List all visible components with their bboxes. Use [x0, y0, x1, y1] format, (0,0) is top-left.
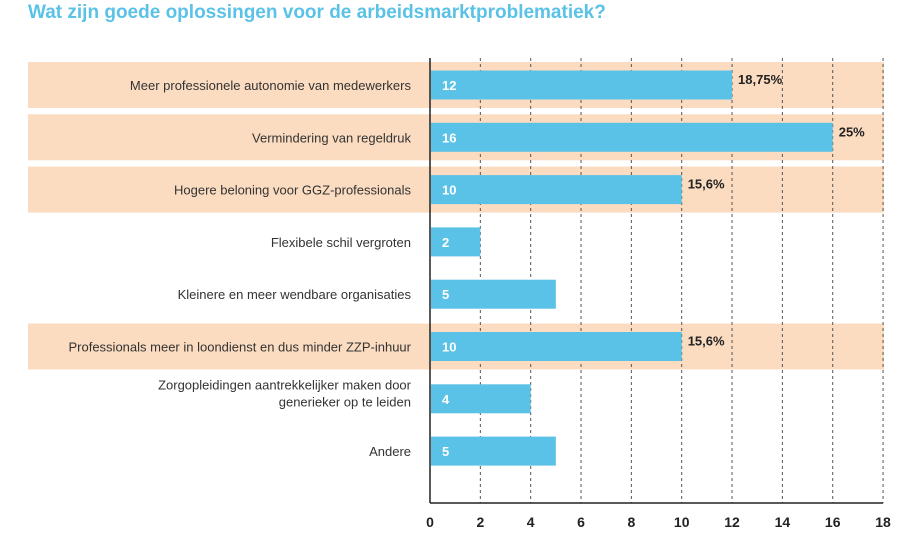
bar-value-label: 5	[442, 287, 449, 302]
bar	[431, 227, 481, 257]
bar-value-label: 2	[442, 235, 449, 250]
bar-value-label: 12	[442, 78, 456, 93]
bar-value-label: 16	[442, 130, 456, 145]
category-label: Andere	[369, 444, 411, 459]
category-label: Hogere beloning voor GGZ-professionals	[174, 183, 412, 198]
category-label: Professionals meer in loondienst en dus …	[68, 340, 411, 355]
bar-value-label: 5	[442, 444, 449, 459]
category-label: Flexibele schil vergroten	[271, 235, 411, 250]
bar-percent-label: 25%	[839, 124, 865, 139]
x-tick-label: 16	[825, 514, 841, 530]
bar	[431, 384, 531, 414]
bar	[431, 332, 682, 361]
bar	[431, 279, 556, 309]
bar	[431, 436, 556, 466]
bar	[431, 70, 733, 100]
bar-percent-label: 15,6%	[688, 177, 725, 192]
x-tick-label: 18	[875, 514, 891, 530]
category-label: Zorgopleidingen aantrekkelijker maken do…	[158, 377, 412, 392]
x-tick-label: 0	[426, 514, 434, 530]
bar-value-label: 10	[442, 183, 456, 198]
bar-value-label: 4	[442, 392, 450, 407]
category-label: Vermindering van regeldruk	[252, 130, 411, 145]
category-label: Meer professionele autonomie van medewer…	[130, 78, 412, 93]
x-tick-label: 8	[627, 514, 635, 530]
category-label: Kleinere en meer wendbare organisaties	[178, 287, 412, 302]
chart-title: Wat zijn goede oplossingen voor de arbei…	[28, 2, 606, 23]
x-tick-label: 10	[674, 514, 690, 530]
x-tick-label: 12	[724, 514, 740, 530]
bar	[431, 122, 833, 152]
bar	[431, 175, 682, 205]
bar-percent-label: 18,75%	[738, 72, 783, 87]
category-label: generieker op te leiden	[279, 394, 411, 409]
x-tick-label: 2	[476, 514, 484, 530]
bar-percent-label: 15,6%	[688, 334, 725, 349]
x-tick-label: 14	[775, 514, 791, 530]
x-tick-label: 6	[577, 514, 585, 530]
bar-value-label: 10	[442, 340, 456, 355]
x-tick-label: 4	[527, 514, 535, 530]
